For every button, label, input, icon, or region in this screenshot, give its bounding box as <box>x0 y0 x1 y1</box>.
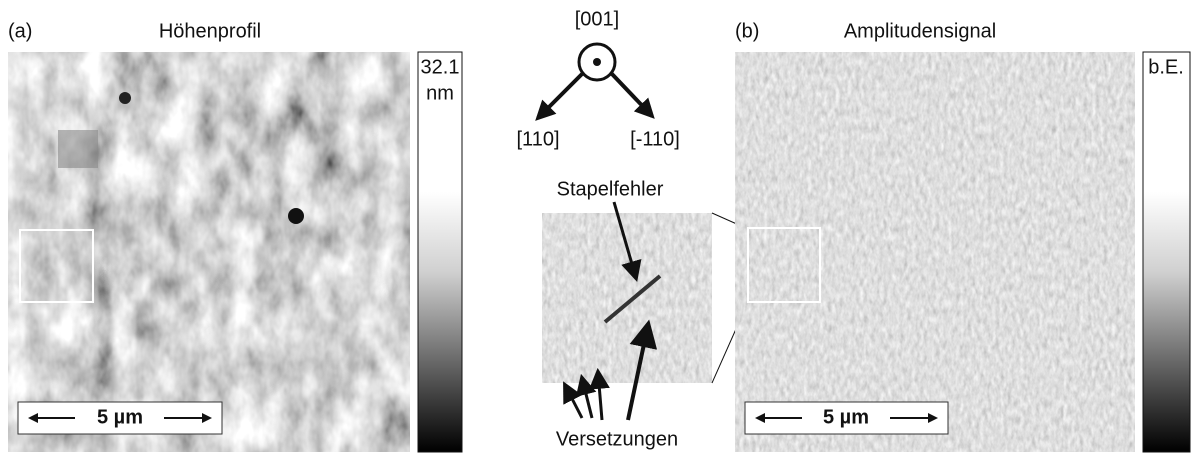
height-image <box>8 52 410 452</box>
direction-arrow <box>612 74 652 116</box>
direction-arrow <box>538 74 582 118</box>
annotation: Stapelfehler <box>557 178 664 200</box>
figure: (a) Höhenprofil 32.1 nm 5 µm [001] [110]… <box>0 0 1199 457</box>
direction-dot <box>593 58 601 66</box>
panel-title: Höhenprofil <box>159 20 261 42</box>
annotation-arrow <box>565 385 582 418</box>
panel-label: (a) <box>8 20 32 42</box>
direction-label: [001] <box>575 8 619 30</box>
inset-image <box>542 213 712 383</box>
colorbar <box>1143 52 1190 452</box>
amplitude-image <box>735 52 1135 452</box>
panel-label: (b) <box>735 20 759 42</box>
annotation: Versetzungen <box>556 428 678 450</box>
colorbar-max: 32.1 <box>421 56 460 78</box>
scale-bar-label: 5 µm <box>823 406 869 428</box>
colorbar <box>418 52 462 452</box>
colorbar-unit: nm <box>426 82 454 104</box>
scale-bar-label: 5 µm <box>97 406 143 428</box>
direction-label: [110] <box>517 128 560 150</box>
panel-title: Amplitudensignal <box>844 20 996 42</box>
colorbar-unit: b.E. <box>1148 56 1184 78</box>
direction-label: [-110] <box>630 128 680 150</box>
